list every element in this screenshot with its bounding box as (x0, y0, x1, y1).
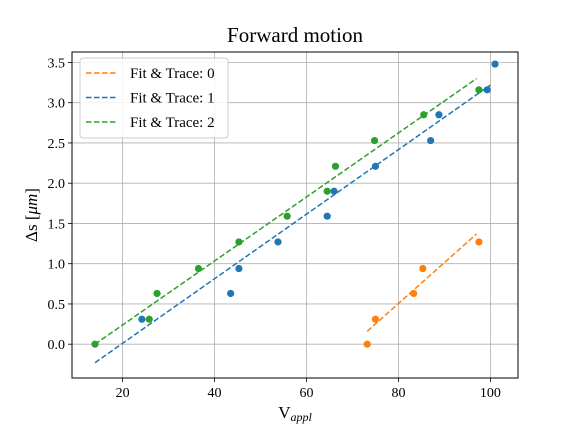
data-point-series-0 (419, 264, 427, 273)
y-tick-label: 3.5 (48, 56, 66, 71)
legend-label-series-0: Fit & Trace: 0 (130, 66, 215, 82)
fit-line-series-1 (94, 84, 491, 364)
data-point-series-1 (330, 187, 338, 195)
data-point-series-2 (420, 111, 428, 119)
x-axis-ticks: 20 40 60 80 100 (116, 378, 501, 401)
data-point-series-1 (235, 264, 243, 273)
data-point-series-1 (138, 315, 146, 323)
data-point-series-2 (283, 212, 291, 220)
legend: Fit & Trace: 0 Fit & Trace: 1 Fit & Trace:… (79, 57, 229, 139)
data-point-series-1 (227, 289, 235, 298)
y-tick-label: 0.5 (48, 298, 66, 313)
data-point-series-1 (427, 136, 435, 145)
data-point-series-1 (371, 162, 380, 170)
legend-label-series-2: Fit & Trace: 2 (130, 115, 215, 131)
chart-title: Forward motion (227, 23, 363, 47)
x-tick-label: 100 (480, 386, 501, 401)
y-axis-ticks: 0.0 0.5 1.0 1.5 2.0 2.5 3.0 3.5 (48, 56, 72, 353)
x-axis-label: Vappl (278, 403, 312, 424)
data-point-series-2 (145, 315, 153, 323)
y-axis-label: Δs [μm] (22, 188, 41, 242)
legend-label-series-1: Fit & Trace: 1 (130, 91, 215, 107)
data-point-series-2 (235, 238, 243, 246)
y-tick-label: 1.5 (48, 217, 66, 232)
data-point-series-2 (370, 136, 379, 145)
x-tick-label: 60 (299, 386, 313, 401)
x-tick-label: 20 (116, 386, 130, 401)
data-point-series-2 (91, 340, 99, 348)
data-point-series-0 (475, 238, 483, 246)
data-point-series-1 (491, 60, 499, 68)
data-point-series-0 (371, 315, 380, 323)
y-tick-label: 2.0 (48, 177, 66, 192)
data-point-series-1 (274, 238, 282, 246)
data-point-series-1 (323, 212, 331, 220)
data-point-series-2 (331, 162, 340, 170)
x-tick-label: 80 (391, 386, 405, 401)
fit-line-series-0 (366, 233, 478, 332)
legend-items: Fit & Trace: 0 Fit & Trace: 1 Fit & Trace:… (86, 66, 215, 131)
data-point-series-1 (483, 86, 491, 94)
y-tick-label: 3.0 (48, 97, 66, 112)
data-point-series-1 (435, 111, 443, 119)
fit-lines (94, 77, 491, 364)
data-point-series-2 (153, 289, 161, 298)
data-point-series-2 (323, 187, 331, 195)
y-tick-label: 1.0 (48, 258, 66, 273)
data-point-series-0 (363, 340, 371, 348)
y-tick-label: 0.0 (48, 338, 66, 353)
fit-line-series-2 (94, 77, 478, 345)
data-point-series-0 (410, 289, 418, 298)
plot-frame (71, 51, 519, 379)
data-point-series-2 (194, 264, 203, 273)
x-tick-label: 40 (208, 386, 222, 401)
y-tick-label: 2.5 (48, 137, 66, 152)
data-points (91, 60, 499, 348)
data-point-series-2 (475, 86, 483, 94)
legend-box (79, 57, 229, 139)
